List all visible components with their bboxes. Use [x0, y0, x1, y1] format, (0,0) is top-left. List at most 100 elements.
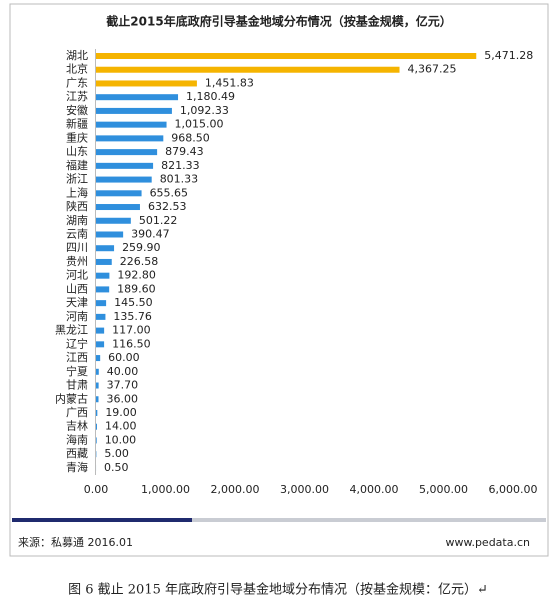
- value-label: 879.43: [165, 145, 204, 158]
- value-label: 14.00: [105, 420, 136, 433]
- y-tick-label: 湖南: [66, 214, 88, 227]
- bar: [96, 190, 142, 197]
- bar: [96, 313, 106, 320]
- value-label: 226.58: [120, 255, 159, 268]
- y-tick-label: 山西: [66, 282, 88, 295]
- x-tick-label: 5,000.00: [419, 483, 468, 496]
- value-label: 390.47: [131, 227, 170, 240]
- source: 来源：私募通 2016.01: [18, 535, 133, 549]
- bar: [96, 80, 197, 87]
- value-label: 40.00: [107, 365, 139, 378]
- y-tick-label: 新疆: [66, 117, 88, 131]
- bar: [96, 355, 101, 362]
- value-label: 968.50: [171, 131, 210, 144]
- y-tick-label: 宁夏: [66, 364, 88, 378]
- bar: [96, 286, 110, 293]
- value-label: 1,451.83: [205, 76, 254, 89]
- value-label: 37.70: [107, 379, 139, 392]
- value-label: 36.00: [107, 392, 139, 405]
- value-label: 116.50: [112, 337, 150, 350]
- value-label: 821.33: [161, 159, 200, 172]
- y-tick-label: 山东: [66, 145, 88, 158]
- value-label: 5,471.28: [484, 49, 533, 62]
- value-label: 4,367.25: [408, 63, 457, 76]
- value-label: 1,092.33: [180, 104, 229, 117]
- value-label: 192.80: [117, 269, 156, 282]
- y-tick-label: 云南: [66, 227, 88, 240]
- bar: [96, 368, 99, 375]
- value-label: 189.60: [117, 282, 156, 295]
- bar: [96, 327, 105, 334]
- bar: [96, 121, 167, 128]
- y-tick-label: 海南: [66, 432, 88, 446]
- value-label: 145.50: [114, 296, 152, 309]
- y-tick-label: 甘肃: [66, 379, 88, 392]
- bar: [96, 107, 172, 114]
- value-label: 632.53: [148, 200, 187, 213]
- value-label: 0.50: [104, 461, 129, 474]
- value-label: 117.00: [112, 324, 151, 337]
- x-tick-label: 2,000.00: [211, 483, 260, 496]
- y-tick-label: 北京: [66, 62, 88, 76]
- bar: [96, 176, 152, 183]
- bar: [96, 341, 105, 348]
- y-tick-label: 浙江: [66, 173, 88, 186]
- bar: [96, 94, 179, 101]
- bar: [96, 66, 400, 73]
- value-label: 135.76: [113, 310, 152, 323]
- value-label: 655.65: [150, 186, 189, 199]
- frame: [9, 3, 549, 557]
- value-label: 259.90: [122, 241, 161, 254]
- value-label: 1,015.00: [175, 118, 224, 131]
- bar: [96, 258, 112, 265]
- bar: [96, 396, 99, 403]
- chart-title: 截止2015年底政府引导基金地域分布情况（按基金规模，亿元）: [106, 14, 451, 29]
- bar: [96, 437, 97, 444]
- y-tick-label: 西藏: [66, 447, 88, 460]
- value-label: 19.00: [105, 406, 136, 419]
- y-tick-label: 上海: [66, 185, 88, 199]
- bar: [96, 231, 124, 238]
- y-tick-label: 湖北: [66, 49, 88, 62]
- bar: [96, 423, 97, 430]
- bar: [96, 272, 110, 279]
- y-tick-label: 重庆: [66, 130, 88, 144]
- y-tick-label: 江苏: [66, 90, 88, 103]
- caption: 图 6 截止 2015 年底政府引导基金地域分布情况（按基金规模：亿元）↵: [68, 582, 488, 598]
- y-tick-label: 贵州: [66, 255, 88, 268]
- website: www.pedata.cn: [445, 536, 530, 549]
- value-label: 1,180.49: [186, 90, 235, 103]
- y-tick-label: 广西: [66, 406, 88, 419]
- bar: [96, 382, 99, 389]
- value-label: 60.00: [108, 351, 140, 364]
- x-tick-label: 0.00: [84, 483, 109, 496]
- value-label: 5.00: [104, 447, 129, 460]
- bar: [96, 409, 98, 416]
- x-tick-label: 1,000.00: [141, 483, 190, 496]
- value-label: 501.22: [139, 214, 178, 227]
- y-tick-label: 福建: [66, 158, 88, 172]
- value-label: 801.33: [160, 173, 199, 186]
- footer-bar: [12, 518, 192, 522]
- y-tick-label: 黑龙江: [55, 324, 88, 337]
- bar: [96, 53, 477, 59]
- value-label: 10.00: [105, 433, 137, 446]
- bar: [96, 204, 140, 211]
- bar: [96, 135, 164, 142]
- y-tick-label: 辽宁: [66, 336, 88, 350]
- x-tick-label: 6,000.00: [489, 483, 538, 496]
- y-tick-label: 四川: [66, 241, 88, 254]
- bar: [96, 245, 115, 252]
- y-tick-label: 吉林: [66, 419, 88, 433]
- bar: [96, 217, 131, 224]
- bar: [96, 300, 107, 307]
- x-tick-label: 3,000.00: [280, 483, 329, 496]
- y-tick-label: 内蒙古: [55, 391, 88, 405]
- y-tick-label: 陕西: [66, 199, 88, 213]
- y-tick-label: 江西: [66, 351, 88, 364]
- y-tick-label: 河南: [66, 310, 88, 323]
- bar: [96, 149, 158, 156]
- y-tick-label: 广东: [66, 76, 88, 89]
